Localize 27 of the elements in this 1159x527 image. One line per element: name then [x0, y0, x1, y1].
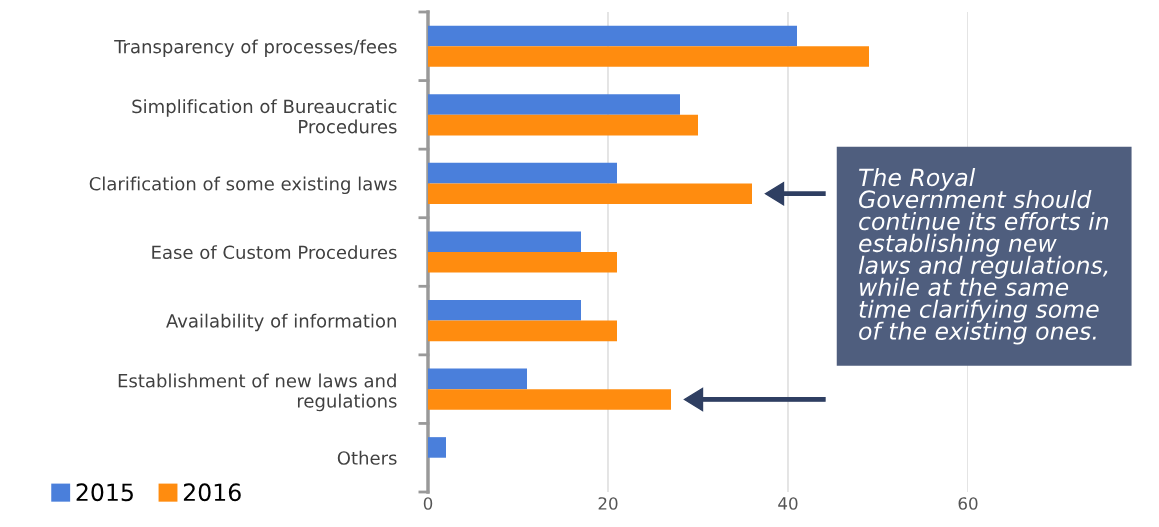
legend-label: 2015 [76, 483, 133, 502]
y-tick-label: Availability of information [166, 313, 396, 332]
y-tick-label: Establishment of new laws and regulations [118, 373, 397, 412]
x-tick-label: 40 [778, 497, 798, 510]
x-tick-label: 60 [958, 497, 978, 510]
y-tick-label: Clarification of some existing laws [89, 176, 397, 195]
bar [428, 25, 797, 47]
y-tick-label: Others [337, 450, 397, 465]
annotation: The Royal Government should continue its efforts in establishing new laws and regulations, while at the same time clarifying some of the existing ones. [858, 168, 1109, 345]
bar [428, 94, 680, 115]
bar [428, 114, 698, 136]
bar [428, 437, 446, 458]
x-tick-label: 0 [423, 497, 433, 510]
legend-label: 2016 [183, 483, 241, 502]
bar [428, 252, 617, 273]
bar [428, 46, 869, 67]
bar [428, 183, 752, 204]
bar [428, 231, 581, 252]
bar [428, 300, 581, 321]
x-tick-label: 20 [598, 497, 618, 510]
y-tick-label: Ease of Custom Procedures [152, 245, 397, 260]
bar [428, 389, 671, 410]
bar [428, 320, 617, 342]
bar [428, 368, 527, 390]
y-tick-label: Simplification of Bureaucratic Procedures [132, 99, 397, 134]
y-tick-label: Transparency of processes/fees [114, 39, 397, 57]
bar [428, 162, 617, 184]
